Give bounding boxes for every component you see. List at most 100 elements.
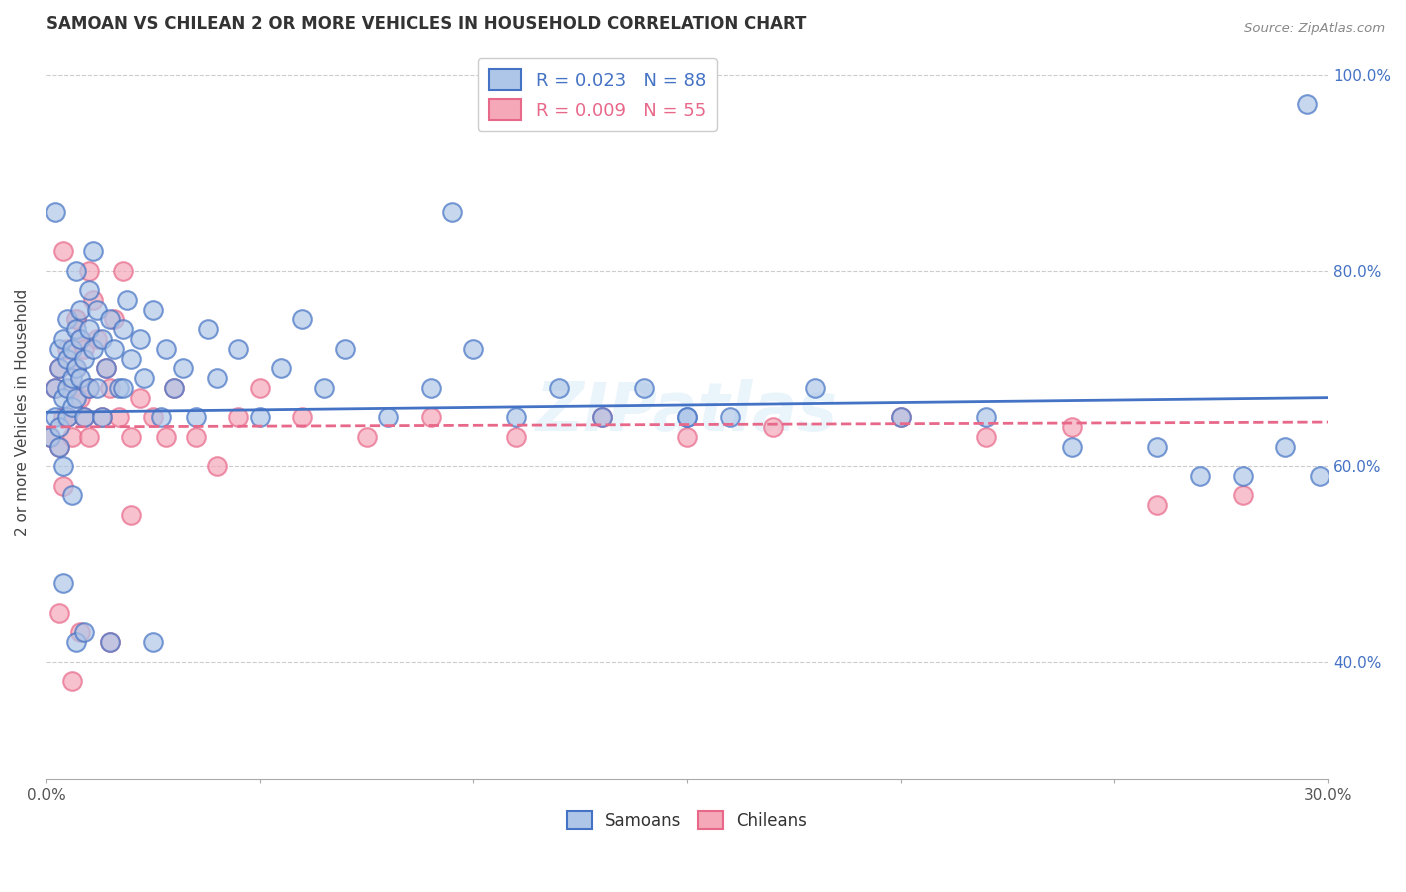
Point [52,244,75,258]
Point [56,312,79,326]
Point [52,458,75,473]
Point [39,430,62,444]
Point [60,342,83,356]
Point [419,410,441,425]
Point [48,440,70,454]
Point [77,322,100,336]
Point [69,391,91,405]
Point [1232,488,1254,502]
Point [142,302,165,317]
Point [676,410,699,425]
Point [270,361,292,376]
Point [107,381,129,395]
Point [73,342,96,356]
Point [172,361,194,376]
Point [98,381,121,395]
Point [111,263,134,277]
Point [890,410,912,425]
Point [39,430,62,444]
Point [633,381,655,395]
Point [163,381,186,395]
Point [98,635,121,649]
Point [890,410,912,425]
Point [60,430,83,444]
Point [48,440,70,454]
Point [48,361,70,376]
Point [90,410,112,425]
Point [56,410,79,425]
Point [184,430,207,444]
Point [48,420,70,434]
Point [226,342,249,356]
Point [142,410,165,425]
Point [333,342,356,356]
Point [312,381,335,395]
Point [65,635,87,649]
Point [120,351,142,366]
Point [60,488,83,502]
Point [205,458,228,473]
Point [591,410,613,425]
Point [1274,440,1296,454]
Point [86,332,108,346]
Point [115,293,138,307]
Point [291,312,314,326]
Point [419,381,441,395]
Point [134,371,156,385]
Point [377,410,399,425]
Point [65,361,87,376]
Point [73,410,96,425]
Point [1188,468,1211,483]
Point [65,391,87,405]
Point [69,302,91,317]
Point [155,430,177,444]
Point [73,351,96,366]
Point [56,351,79,366]
Point [1146,440,1168,454]
Point [804,381,827,395]
Point [65,312,87,326]
Point [44,381,66,395]
Point [86,381,108,395]
Point [77,263,100,277]
Point [1309,468,1331,483]
Point [82,244,104,258]
Point [111,322,134,336]
Text: SAMOAN VS CHILEAN 2 OR MORE VEHICLES IN HOUSEHOLD CORRELATION CHART: SAMOAN VS CHILEAN 2 OR MORE VEHICLES IN … [46,15,807,33]
Point [94,361,117,376]
Point [60,674,83,689]
Text: Source: ZipAtlas.com: Source: ZipAtlas.com [1244,22,1385,36]
Point [1232,468,1254,483]
Point [65,322,87,336]
Point [505,430,527,444]
Point [107,410,129,425]
Legend: Samoans, Chileans: Samoans, Chileans [560,805,814,837]
Point [463,342,485,356]
Point [103,312,125,326]
Point [120,508,142,522]
Point [69,332,91,346]
Point [129,332,152,346]
Point [77,430,100,444]
Point [69,371,91,385]
Point [163,381,186,395]
Point [974,410,997,425]
Point [226,410,249,425]
Point [205,371,228,385]
Point [60,371,83,385]
Point [56,381,79,395]
Point [69,332,91,346]
Point [440,205,463,219]
Text: ZIPatlas: ZIPatlas [536,379,838,445]
Point [48,342,70,356]
Point [69,625,91,640]
Point [249,410,271,425]
Point [1060,420,1083,434]
Point [94,361,117,376]
Point [718,410,741,425]
Point [129,391,152,405]
Point [98,312,121,326]
Point [73,410,96,425]
Point [249,381,271,395]
Point [86,302,108,317]
